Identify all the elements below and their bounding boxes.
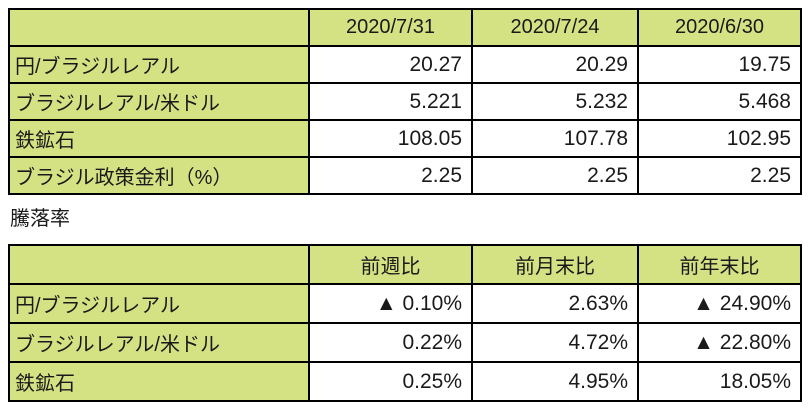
report-sheet: 2020/7/31 2020/7/24 2020/6/30 円/ブラジルレアル … [8,8,802,402]
price-table: 2020/7/31 2020/7/24 2020/6/30 円/ブラジルレアル … [8,8,802,195]
row-label-brazil-policy-rate: ブラジル政策金利（%） [8,156,310,195]
cell-value: 0.22% [308,322,473,363]
row-label-iron-ore: 鉄鉱石 [8,361,310,402]
table-row: 鉄鉱石 108.05 107.78 102.95 [8,119,802,158]
cell-value: 5.468 [637,82,802,121]
table-row: ブラジルレアル/米ドル 5.221 5.232 5.468 [8,82,802,121]
corner-cell [8,8,310,47]
cell-value: 5.232 [471,82,639,121]
cell-value: 4.72% [471,322,639,363]
row-label-jpy-brl: 円/ブラジルレアル [8,45,310,84]
table-row: 円/ブラジルレアル ▲ 0.10% 2.63% ▲ 24.90% [8,283,802,324]
header-week-over-week: 前週比 [308,244,473,285]
header-year-end: 前年末比 [637,244,802,285]
cell-value: 108.05 [308,119,473,158]
row-label-iron-ore: 鉄鉱石 [8,119,310,158]
table-row: 円/ブラジルレアル 20.27 20.29 19.75 [8,45,802,84]
table-row: ブラジル政策金利（%） 2.25 2.25 2.25 [8,156,802,195]
row-label-brl-usd: ブラジルレアル/米ドル [8,82,310,121]
cell-value: 19.75 [637,45,802,84]
date-header-3: 2020/6/30 [637,8,802,47]
date-header-2: 2020/7/24 [471,8,639,47]
cell-value: 18.05% [637,361,802,402]
cell-value: 20.27 [308,45,473,84]
cell-value: ▲ 24.90% [637,283,802,324]
header-month-end: 前月末比 [471,244,639,285]
cell-value: 102.95 [637,119,802,158]
table-row: ブラジルレアル/米ドル 0.22% 4.72% ▲ 22.80% [8,322,802,363]
section-title-change-rate: 騰落率 [10,208,70,230]
cell-value: 2.25 [308,156,473,195]
cell-value: 5.221 [308,82,473,121]
date-header-1: 2020/7/31 [308,8,473,47]
corner-cell [8,244,310,285]
cell-value: 0.25% [308,361,473,402]
cell-value: ▲ 0.10% [308,283,473,324]
cell-value: 2.25 [637,156,802,195]
cell-value: 107.78 [471,119,639,158]
row-label-brl-usd: ブラジルレアル/米ドル [8,322,310,363]
table-row: 鉄鉱石 0.25% 4.95% 18.05% [8,361,802,402]
cell-value: ▲ 22.80% [637,322,802,363]
change-rate-table: 前週比 前月末比 前年末比 円/ブラジルレアル ▲ 0.10% 2.63% ▲ … [8,244,802,402]
cell-value: 20.29 [471,45,639,84]
cell-value: 4.95% [471,361,639,402]
row-label-jpy-brl: 円/ブラジルレアル [8,283,310,324]
cell-value: 2.63% [471,283,639,324]
change-table-header-row: 前週比 前月末比 前年末比 [8,244,802,285]
price-table-header-row: 2020/7/31 2020/7/24 2020/6/30 [8,8,802,47]
cell-value: 2.25 [471,156,639,195]
